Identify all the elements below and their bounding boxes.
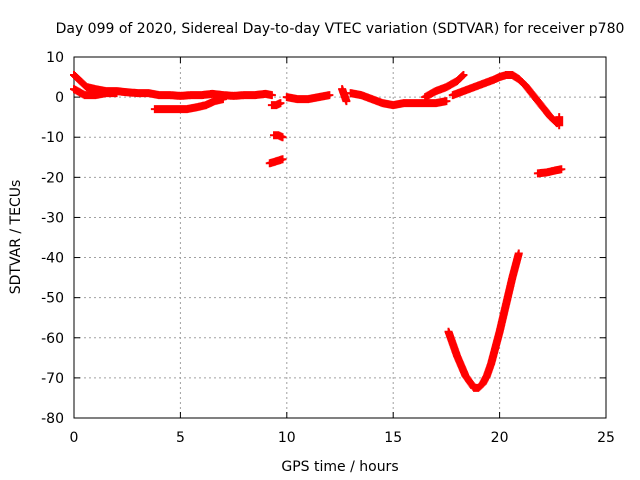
data-point-markers: [282, 91, 334, 104]
x-tick-label: 15: [384, 430, 402, 446]
data-series-segment: [555, 113, 564, 130]
data-point-markers: [270, 131, 287, 142]
data-series-segment: [265, 155, 287, 168]
x-tick-label: 10: [278, 430, 296, 446]
y-axis-label: SDTVAR / TECUs: [8, 180, 24, 295]
y-tick-label: -10: [41, 130, 64, 146]
data-point-markers: [533, 165, 566, 178]
data-series-segment: [421, 71, 468, 102]
data-point-markers: [150, 95, 227, 114]
y-tick-label: 10: [46, 50, 64, 66]
data-series-segment: [448, 71, 562, 128]
y-tick-labels: 10 0 -10 -20 -30 -40 -50 -60 -70 -80: [41, 50, 64, 427]
data-point-markers: [444, 249, 523, 392]
data-series-segment: [533, 165, 566, 178]
x-tick-label: 0: [70, 430, 79, 446]
y-tick-label: -80: [41, 411, 64, 427]
chart-title: Day 099 of 2020, Sidereal Day-to-day VTE…: [56, 21, 625, 37]
data-point-markers: [70, 85, 121, 100]
y-tick-label: -40: [41, 251, 64, 267]
data-point-markers: [265, 155, 287, 168]
x-tick-label: 25: [597, 430, 615, 446]
data-series-segment: [338, 85, 351, 106]
data-point-markers: [421, 71, 468, 102]
data-series-segment: [70, 85, 121, 100]
data-series-segment: [282, 91, 334, 104]
plot-frame: [73, 56, 607, 419]
data-points: [70, 71, 566, 392]
data-series-segment: [150, 95, 227, 114]
y-tick-label: 0: [55, 90, 64, 106]
data-series-segment: [270, 131, 287, 142]
data-series-segment: [267, 99, 285, 110]
x-axis-label: GPS time / hours: [281, 459, 398, 475]
data-series-segment: [346, 89, 451, 110]
data-series-segment: [444, 249, 523, 392]
data-point-markers: [448, 71, 562, 128]
grid-lines: [74, 57, 606, 418]
y-tick-label: -70: [41, 371, 64, 387]
x-tick-label: 20: [491, 430, 509, 446]
y-tick-label: -50: [41, 291, 64, 307]
y-tick-label: -30: [41, 210, 64, 226]
data-point-markers: [555, 113, 564, 130]
data-point-markers: [267, 99, 285, 110]
axis-ticks: [73, 56, 607, 419]
y-tick-label: -60: [41, 331, 64, 347]
x-tick-labels: 0 5 10 15 20 25: [70, 430, 615, 446]
data-point-markers: [338, 85, 351, 106]
x-tick-label: 5: [176, 430, 185, 446]
y-tick-label: -20: [41, 170, 64, 186]
data-point-markers: [346, 89, 451, 110]
